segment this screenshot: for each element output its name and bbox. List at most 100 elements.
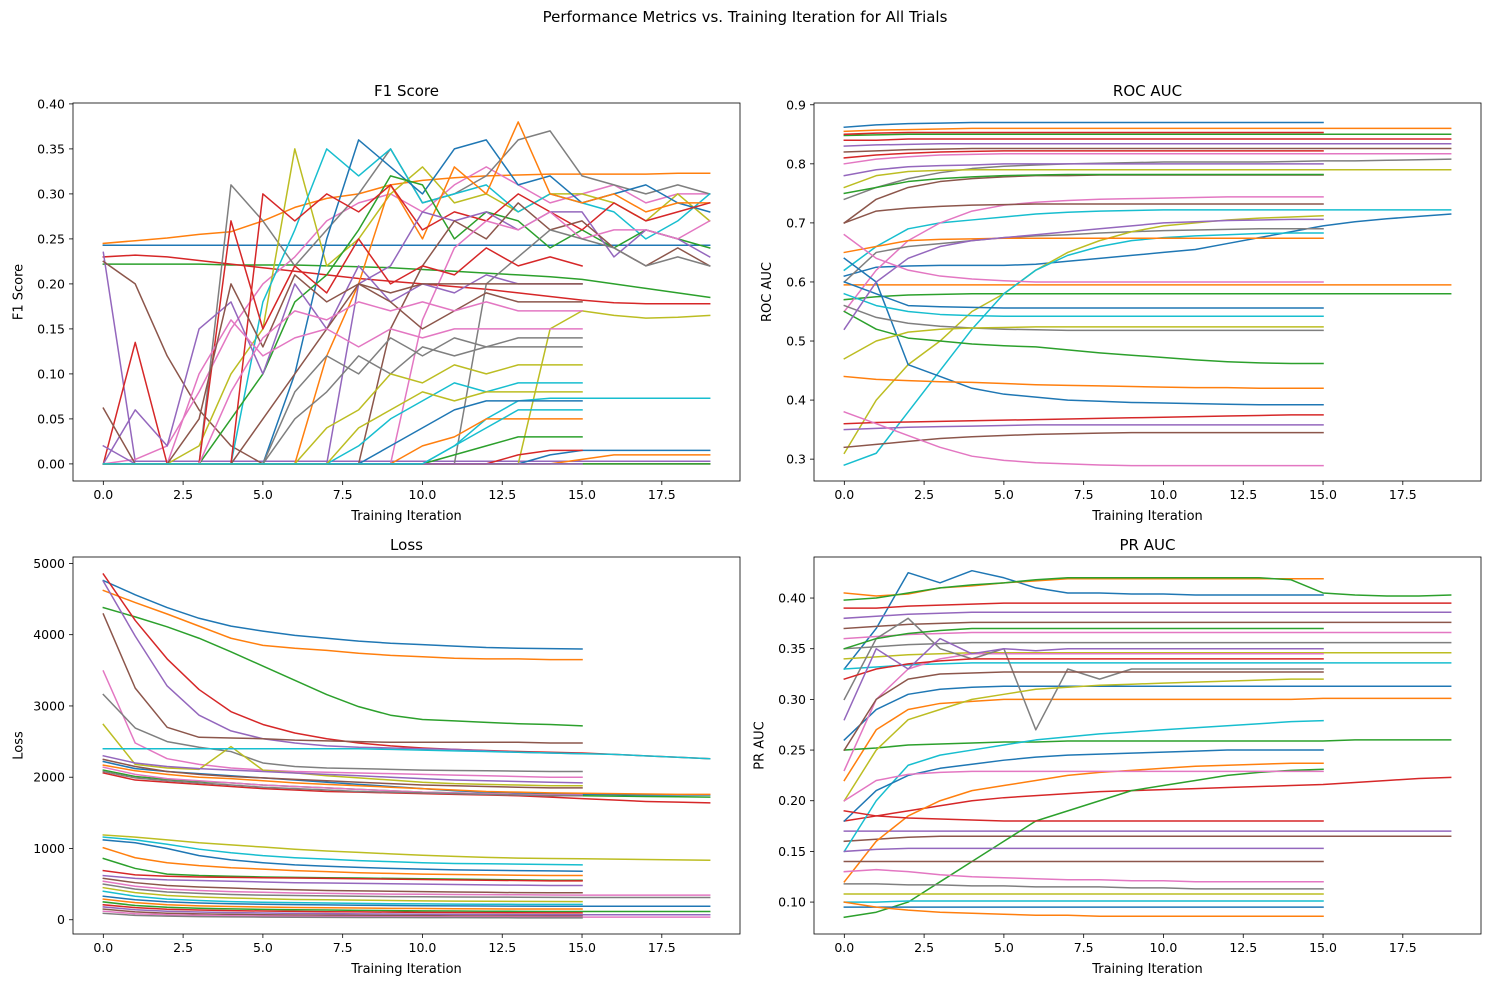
- loss-series-line: [102, 908, 583, 917]
- pr-auc-series-line: [843, 749, 1324, 823]
- loss-series-line: [102, 883, 711, 899]
- f1-score-y-tick-label: 0.25: [37, 231, 65, 246]
- figure-suptitle: Performance Metrics vs. Training Iterati…: [543, 8, 948, 26]
- pr-auc-series-line: [843, 569, 1324, 671]
- roc-auc-series-line: [843, 131, 1324, 136]
- pr-auc-series-line: [843, 739, 1452, 751]
- roc-auc-x-tick-label: 0.0: [834, 487, 854, 502]
- loss-x-tick-label: 17.5: [648, 940, 676, 955]
- loss-series-line: [102, 869, 583, 882]
- pr-auc-series-line: [843, 652, 1452, 660]
- pr-auc-x-tick-label: 12.5: [1229, 940, 1257, 955]
- roc-auc-series-line: [843, 147, 1452, 153]
- loss-series-lines: [102, 573, 711, 919]
- loss-y-axis-label: Loss: [12, 731, 27, 760]
- roc-auc-y-tick-label: 0.4: [786, 393, 806, 408]
- pr-auc-series-line: [843, 671, 1324, 752]
- loss-series-line: [102, 898, 583, 910]
- loss-series-line: [102, 912, 583, 919]
- roc-auc-series-line: [843, 228, 1324, 284]
- pr-auc-axes-frame: [813, 556, 1482, 935]
- loss-series-line: [102, 906, 711, 916]
- pr-auc-x-tick-label: 15.0: [1309, 940, 1337, 955]
- pr-auc-x-tick-label: 2.5: [914, 940, 934, 955]
- f1-score-series-line: [102, 166, 711, 465]
- loss-series-line: [102, 754, 583, 784]
- loss-series-line: [102, 834, 711, 861]
- loss-series-line: [102, 839, 583, 873]
- f1-score-y-tick-label: 0.40: [37, 96, 65, 111]
- pr-auc-series-line: [843, 810, 1324, 822]
- pr-auc-series-line: [843, 641, 1452, 650]
- pr-auc-x-tick-label: 10.0: [1150, 940, 1178, 955]
- roc-auc-series-line: [843, 138, 1452, 141]
- roc-auc-y-axis-label: ROC AUC: [760, 262, 775, 322]
- roc-auc-series-line: [843, 232, 1324, 467]
- roc-auc-series-line: [843, 431, 1324, 449]
- loss-series-line: [102, 886, 583, 903]
- roc-auc-series-line: [843, 150, 1324, 159]
- f1-score-series-line: [102, 265, 583, 465]
- f1-score-y-tick-label: 0.05: [37, 411, 65, 426]
- loss-series-line: [102, 903, 583, 914]
- f1-score-series-line: [102, 274, 583, 465]
- loss-axes-frame: [72, 556, 741, 935]
- loss-series-line: [102, 910, 711, 918]
- loss-x-tick-label: 5.0: [253, 940, 273, 955]
- pr-auc-series-line: [843, 611, 1452, 620]
- pr-auc-series-line: [843, 617, 1324, 731]
- loss-series-line: [102, 747, 711, 760]
- f1-score-series-line: [102, 319, 583, 465]
- f1-score-x-tick-label: 2.5: [173, 487, 193, 502]
- loss-series-line: [102, 723, 583, 787]
- loss-series-line: [102, 613, 583, 744]
- f1-score-series-lines: [102, 121, 711, 465]
- f1-score-y-tick-label: 0.20: [37, 276, 65, 291]
- roc-auc-series-line: [843, 121, 1324, 129]
- subplot-grid: 0.0 2.5 5.0 7.5 10.0 12.5 15.0 17.50.000.050.10…: [12, 82, 1482, 977]
- loss-x-tick-label: 12.5: [488, 940, 516, 955]
- pr-auc-series-line: [843, 900, 1324, 903]
- pr-auc-series-line: [843, 768, 1324, 919]
- f1-score-series-line: [102, 251, 711, 462]
- f1-score-x-tick-label: 7.5: [333, 487, 353, 502]
- roc-auc-series-line: [843, 127, 1452, 133]
- pr-auc-series-line: [843, 776, 1452, 822]
- roc-auc-y-tick-label: 0.5: [786, 334, 806, 349]
- pr-auc-series-line: [843, 653, 1324, 772]
- roc-auc-y-tick-label: 0.7: [786, 215, 806, 230]
- f1-score-title: F1 Score: [374, 82, 439, 100]
- f1-score-y-tick-label: 0.15: [37, 321, 65, 336]
- roc-auc-series-line: [843, 196, 1324, 313]
- roc-auc-series-line: [843, 209, 1452, 272]
- roc-auc-series-line: [843, 143, 1452, 147]
- loss-series-line: [102, 589, 583, 661]
- pr-auc-series-line: [843, 662, 1452, 670]
- roc-auc-series-line: [843, 293, 1452, 301]
- f1-score-x-tick-label: 17.5: [648, 487, 676, 502]
- roc-auc-subplot: 0.0 2.5 5.0 7.5 10.0 12.5 15.0 17.5 0.3 0.4 0.5 0.6…: [760, 82, 1482, 524]
- loss-y-tick-label: 2000: [33, 770, 65, 785]
- pr-auc-series-line: [843, 621, 1452, 630]
- pr-auc-y-tick-label: 0.15: [778, 844, 806, 859]
- f1-score-y-tick-label: 0.10: [37, 366, 65, 381]
- pr-auc-series-line: [843, 577, 1452, 601]
- pr-auc-y-tick-label: 0.10: [778, 895, 806, 910]
- pr-auc-title: PR AUC: [1120, 536, 1176, 554]
- roc-auc-series-line: [843, 292, 1324, 317]
- roc-auc-series-line: [843, 326, 1324, 360]
- pr-auc-series-line: [843, 762, 1324, 883]
- pr-auc-y-tick-label: 0.20: [778, 793, 806, 808]
- f1-score-series-line: [102, 175, 711, 465]
- loss-series-line: [102, 877, 583, 894]
- pr-auc-series-line: [843, 602, 1452, 609]
- loss-x-tick-label: 10.0: [409, 940, 437, 955]
- loss-x-tick-label: 0.0: [93, 940, 113, 955]
- f1-score-x-tick-label: 5.0: [253, 487, 273, 502]
- loss-series-line: [102, 901, 711, 913]
- pr-auc-series-line: [843, 658, 1324, 681]
- roc-auc-series-line: [843, 233, 1324, 283]
- pr-auc-series-line: [843, 697, 1452, 782]
- loss-y-tick-label: 5000: [33, 556, 65, 571]
